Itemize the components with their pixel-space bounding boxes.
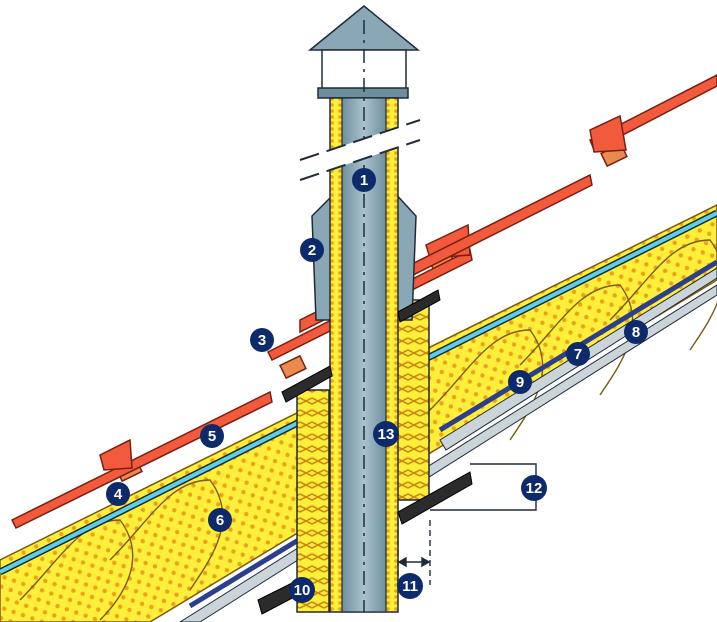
svg-text:9: 9	[516, 374, 524, 391]
seals	[257, 289, 473, 615]
svg-text:7: 7	[574, 346, 582, 363]
svg-text:11: 11	[402, 578, 418, 595]
svg-text:12: 12	[526, 480, 543, 497]
svg-text:8: 8	[632, 324, 640, 341]
svg-text:2: 2	[308, 242, 316, 259]
label-2: 2	[300, 238, 324, 262]
label-1: 1	[352, 168, 376, 192]
label-8: 8	[624, 320, 648, 344]
svg-text:10: 10	[294, 582, 311, 599]
label-10: 10	[289, 577, 315, 603]
label-badges: 1 2 3 4 5 6 7 8 9 10 11 12 13	[106, 168, 648, 603]
svg-text:6: 6	[216, 512, 224, 529]
svg-text:3: 3	[258, 332, 266, 349]
label-7: 7	[566, 342, 590, 366]
label-6: 6	[208, 508, 232, 532]
svg-text:5: 5	[208, 428, 216, 445]
svg-text:13: 13	[378, 426, 395, 443]
label-11: 11	[397, 573, 423, 599]
label-12: 12	[521, 475, 547, 501]
label-13: 13	[373, 421, 399, 447]
dimension-11	[397, 520, 431, 585]
label-3: 3	[250, 328, 274, 352]
label-5: 5	[200, 424, 224, 448]
label-4: 4	[106, 482, 130, 506]
svg-text:4: 4	[114, 486, 123, 503]
pipe-sleeve	[296, 299, 430, 613]
svg-text:1: 1	[360, 172, 368, 189]
label-9: 9	[508, 370, 532, 394]
